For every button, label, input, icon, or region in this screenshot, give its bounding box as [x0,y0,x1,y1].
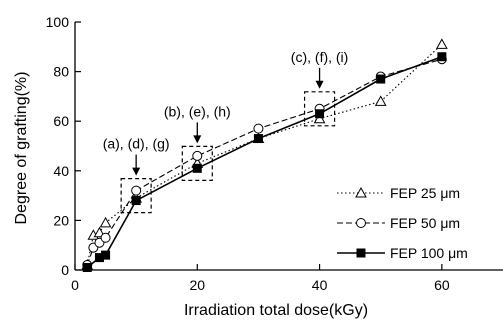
annotation-box-2 [303,91,336,127]
annotation-arrowhead-0 [132,167,141,176]
data-point [99,216,112,228]
legend-marker-1 [356,218,366,228]
y-axis-title: Degree of grafting(%) [13,72,30,225]
series-line-2 [86,55,443,269]
y-tick-label: 80 [53,64,69,80]
y-tick-label: 0 [61,262,69,278]
data-point [101,250,111,260]
data-point [131,196,141,206]
data-point [94,253,104,263]
legend-label-0: FEP 25 μm [390,185,460,201]
series-line-0 [86,43,443,266]
annotation-box-0 [120,178,152,214]
x-tick-label: 20 [189,277,205,293]
y-tick-label: 40 [53,163,69,179]
data-point [192,150,203,161]
data-point [131,185,142,196]
annotation-label-2: (c), (f), (i) [291,49,349,65]
x-tick-label: 60 [434,277,450,293]
series-line-1 [86,58,443,266]
legend-label-1: FEP 50 μm [390,215,460,231]
data-point [437,52,447,62]
annotation-label-1: (b), (e), (h) [164,103,231,119]
annotation-box-1 [181,145,213,181]
plot-area: 0 20 40 60 80 100 0 20 40 60 (a), (d), (g) (b), (e)… [46,14,503,293]
x-tick-label: 40 [312,277,328,293]
data-point [253,134,263,144]
data-point [376,74,386,84]
x-axis-title: Irradiation total dose(kGy) [184,302,368,319]
data-point [100,232,111,243]
data-point [374,95,387,106]
y-tick-label: 60 [53,113,69,129]
data-point [315,109,325,119]
legend-marker-2 [356,248,366,258]
y-tick-label: 100 [46,14,70,30]
x-tick-label: 0 [71,277,79,293]
annotation-label-0: (a), (d), (g) [103,136,170,152]
data-point [253,123,264,134]
data-point [82,263,92,273]
y-tick-label: 20 [53,212,69,228]
annotation-arrowhead-2 [315,80,324,89]
legend-label-2: FEP 100 μm [390,245,468,261]
data-point [192,163,202,173]
legend-marker-0 [355,186,367,198]
data-point [436,38,448,49]
annotation-arrowhead-1 [193,135,202,144]
